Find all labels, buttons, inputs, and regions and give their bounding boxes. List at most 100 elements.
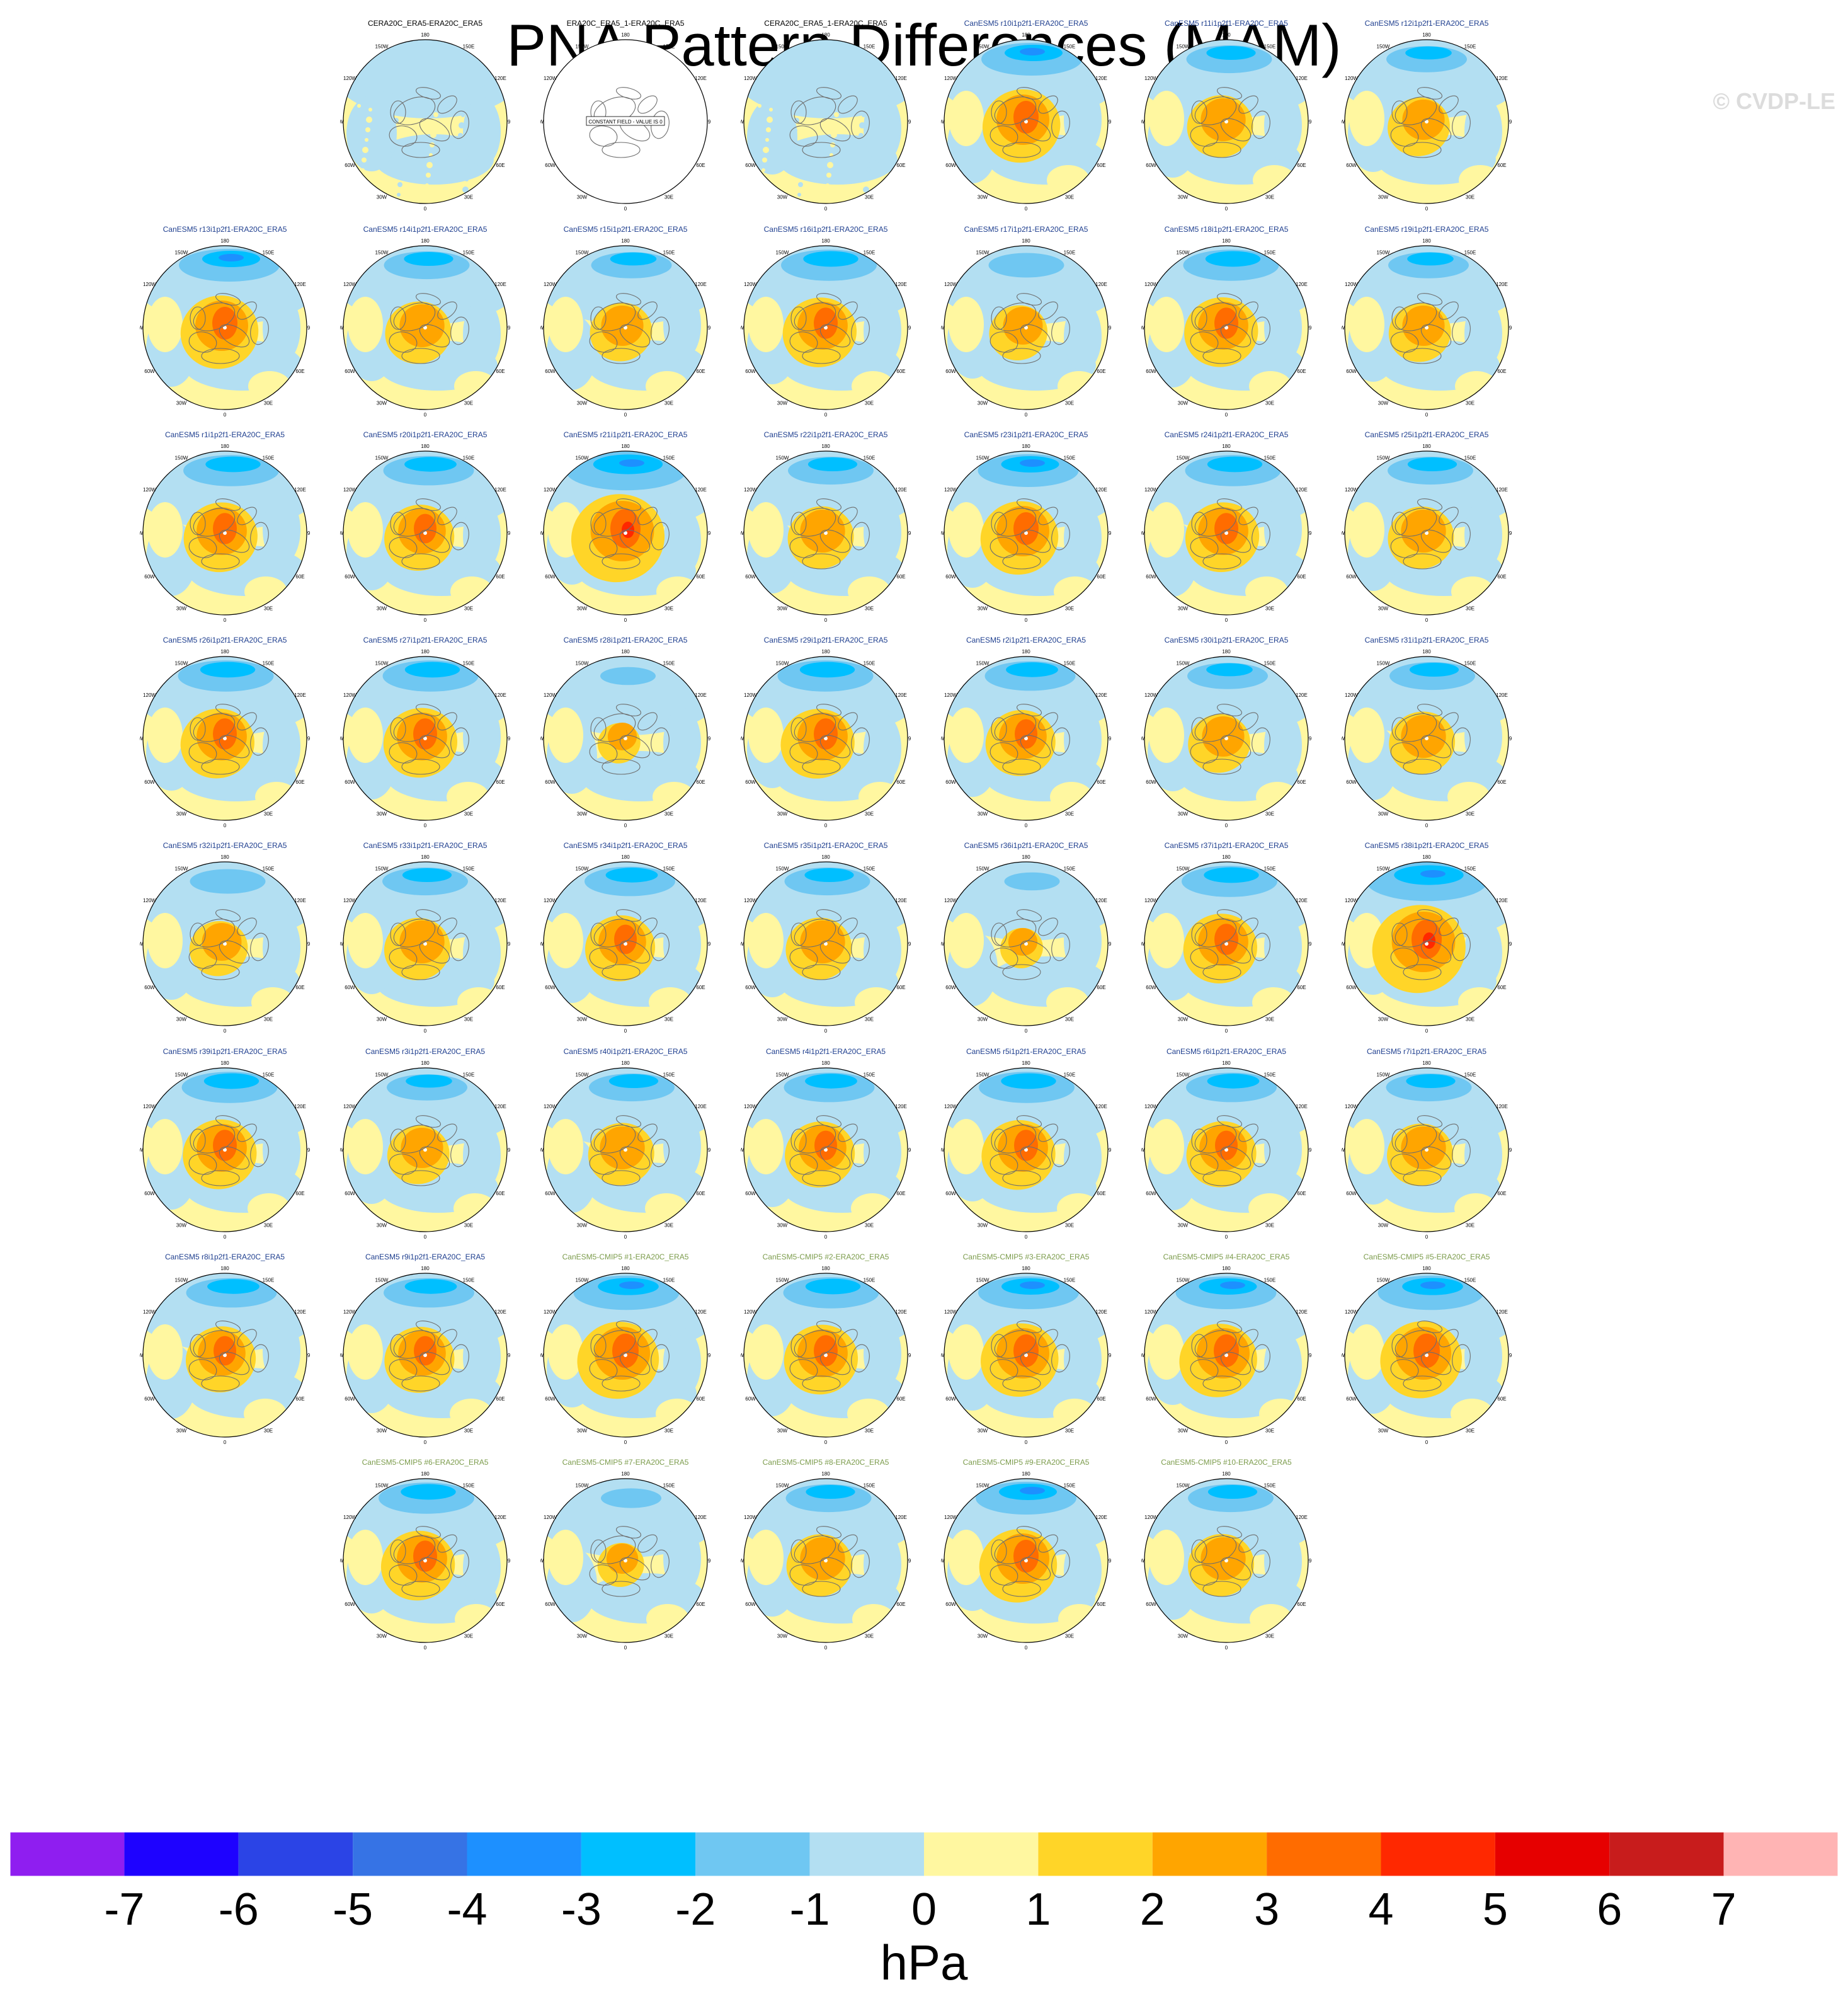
panel-title: CanESM5-CMIP5 #2-ERA20C_ERA5 [762,1252,889,1261]
lon-label: 60E [496,779,505,785]
lon-label: 150E [463,250,475,256]
lon-label: 150E [463,1278,475,1283]
lon-label: 90E [1309,941,1311,947]
lon-label: 120E [494,76,506,81]
polar-map: 180 150E 120E 90E 60E 30E 0 30W 60W 90W 120W 150W [741,238,911,418]
lon-label: 90W [1342,119,1345,125]
lon-label: 90E [1109,1353,1111,1358]
lon-label: 0 [1225,1440,1228,1445]
lon-label: 150W [776,1483,789,1489]
lon-label: 120W [343,1104,356,1109]
panel-title: CanESM5 r9i1p2f1-ERA20C_ERA5 [365,1252,486,1261]
lon-label: 60W [745,1602,756,1607]
lon-label: 180 [621,444,630,449]
lon-label: 60W [345,163,355,168]
lon-label: 90W [340,530,344,536]
lon-label: 30E [664,195,673,200]
lon-label: 30E [865,195,874,200]
polar-map: 180 150E 120E 90E 60E 30E 0 30W 60W 90W 120W 150W [340,32,510,212]
lon-label: 150W [175,250,188,256]
lon-label: 0 [824,1234,828,1240]
lon-label: 0 [624,617,627,623]
lon-label: 30E [1065,195,1074,200]
lon-label: 180 [421,1060,430,1066]
lon-label: 120W [1144,898,1158,903]
lon-label: 90W [140,1147,144,1153]
panel-title: CanESM5 r23i1p2f1-ERA20C_ERA5 [964,430,1088,439]
lon-label: 90E [1509,1353,1512,1358]
panel-title: CanESM5 r36i1p2f1-ERA20C_ERA5 [964,841,1088,850]
lon-label: 180 [1022,1060,1030,1066]
lon-label: 120E [895,1309,907,1315]
lon-label: 120W [744,76,757,81]
lon-label: 180 [821,444,830,449]
lon-label: 150W [1377,1278,1390,1283]
lon-label: 150E [864,44,876,50]
lon-label: 150W [1177,44,1190,50]
lon-label: 90E [1309,1147,1311,1153]
map-panel: CanESM5 r26i1p2f1-ERA20C_ERA5 180 150E 120E… [134,636,316,837]
colorbar-swatch [10,1832,125,1876]
lon-label: 30W [577,811,588,817]
lon-label: 30E [664,1634,673,1639]
lon-label: 180 [621,1471,630,1477]
lon-label: 180 [821,32,830,38]
lon-label: 90E [1509,941,1512,947]
lon-label: 90E [1509,530,1512,536]
lon-label: 90W [1141,119,1145,125]
lon-label: 150W [776,250,789,256]
polar-map: 180 150E 120E 90E 60E 30E 0 30W 60W 90W 120W 150W [741,649,911,828]
lon-label: 150W [976,866,990,872]
lon-label: 150E [463,1072,475,1078]
lon-label: 60W [1346,369,1357,374]
lon-label: 150E [463,866,475,872]
lon-label: 150W [976,1072,990,1078]
lon-label: 150E [1464,250,1476,256]
lon-label: 30W [176,1428,187,1434]
lon-label: 180 [421,854,430,860]
colorbar-tick-label: 7 [1711,1884,1737,1935]
lon-label: 150W [1177,250,1190,256]
lon-label: 150W [776,1278,789,1283]
polar-map: 180 150E 120E 90E 60E 30E 0 30W 60W 90W 120W 150W [340,649,510,828]
lon-label: 60E [295,1191,304,1196]
lon-label: 60W [144,985,155,990]
lon-label: 180 [1022,1266,1030,1271]
lon-label: 90W [540,530,544,536]
lon-label: 150E [864,250,876,256]
lon-label: 150W [976,250,990,256]
lon-label: 90W [1141,1147,1145,1153]
map-panel: CanESM5-CMIP5 #3-ERA20C_ERA5 180 150E 120E 9… [935,1252,1117,1454]
lon-label: 150E [263,456,275,461]
lon-label: 60E [1297,574,1306,580]
panel-title: CanESM5 r2i1p2f1-ERA20C_ERA5 [966,636,1087,645]
lon-label: 30W [577,401,588,406]
lon-label: 180 [621,649,630,655]
lon-label: 120E [294,487,306,493]
lon-label: 150W [1177,661,1190,667]
lon-label: 0 [824,1645,828,1651]
map-panel: CanESM5 r36i1p2f1-ERA20C_ERA5 180 150E 120E… [935,841,1117,1043]
lon-label: 60W [945,1191,956,1196]
lon-label: 150W [576,44,589,50]
panel-title: CanESM5 r15i1p2f1-ERA20C_ERA5 [563,225,688,234]
lon-label: 90W [540,941,544,947]
lon-label: 60W [945,1396,956,1402]
lon-label: 30E [464,1428,473,1434]
lon-label: 0 [824,412,828,418]
map-panel: CanESM5 r30i1p2f1-ERA20C_ERA5 180 150E 120E… [1135,636,1318,837]
lon-label: 0 [824,1028,828,1034]
lon-label: 30E [1265,606,1274,612]
map-panel: CanESM5 r2i1p2f1-ERA20C_ERA5 180 150E 120E 9… [935,636,1117,837]
panel-title: CanESM5 r24i1p2f1-ERA20C_ERA5 [1164,430,1289,439]
lon-label: 60W [945,369,956,374]
panel-grid: CERA20C_ERA5-ERA20C_ERA5 180 150E 120E 90E 60… [134,19,1512,1651]
map-panel: CanESM5 r32i1p2f1-ERA20C_ERA5 180 150E 120E… [134,841,316,1043]
panel-title: CanESM5 r34i1p2f1-ERA20C_ERA5 [563,841,688,850]
lon-label: 150E [663,456,675,461]
polar-map: 180 150E 120E 90E 60E 30E 0 30W 60W 90W 120W 150W [340,1060,510,1240]
lon-label: 180 [621,32,630,38]
map-panel: CanESM5-CMIP5 #4-ERA20C_ERA5 180 150E 120E 9… [1135,1252,1318,1454]
colorbar-swatch [1038,1832,1153,1876]
lon-label: 30E [464,401,473,406]
